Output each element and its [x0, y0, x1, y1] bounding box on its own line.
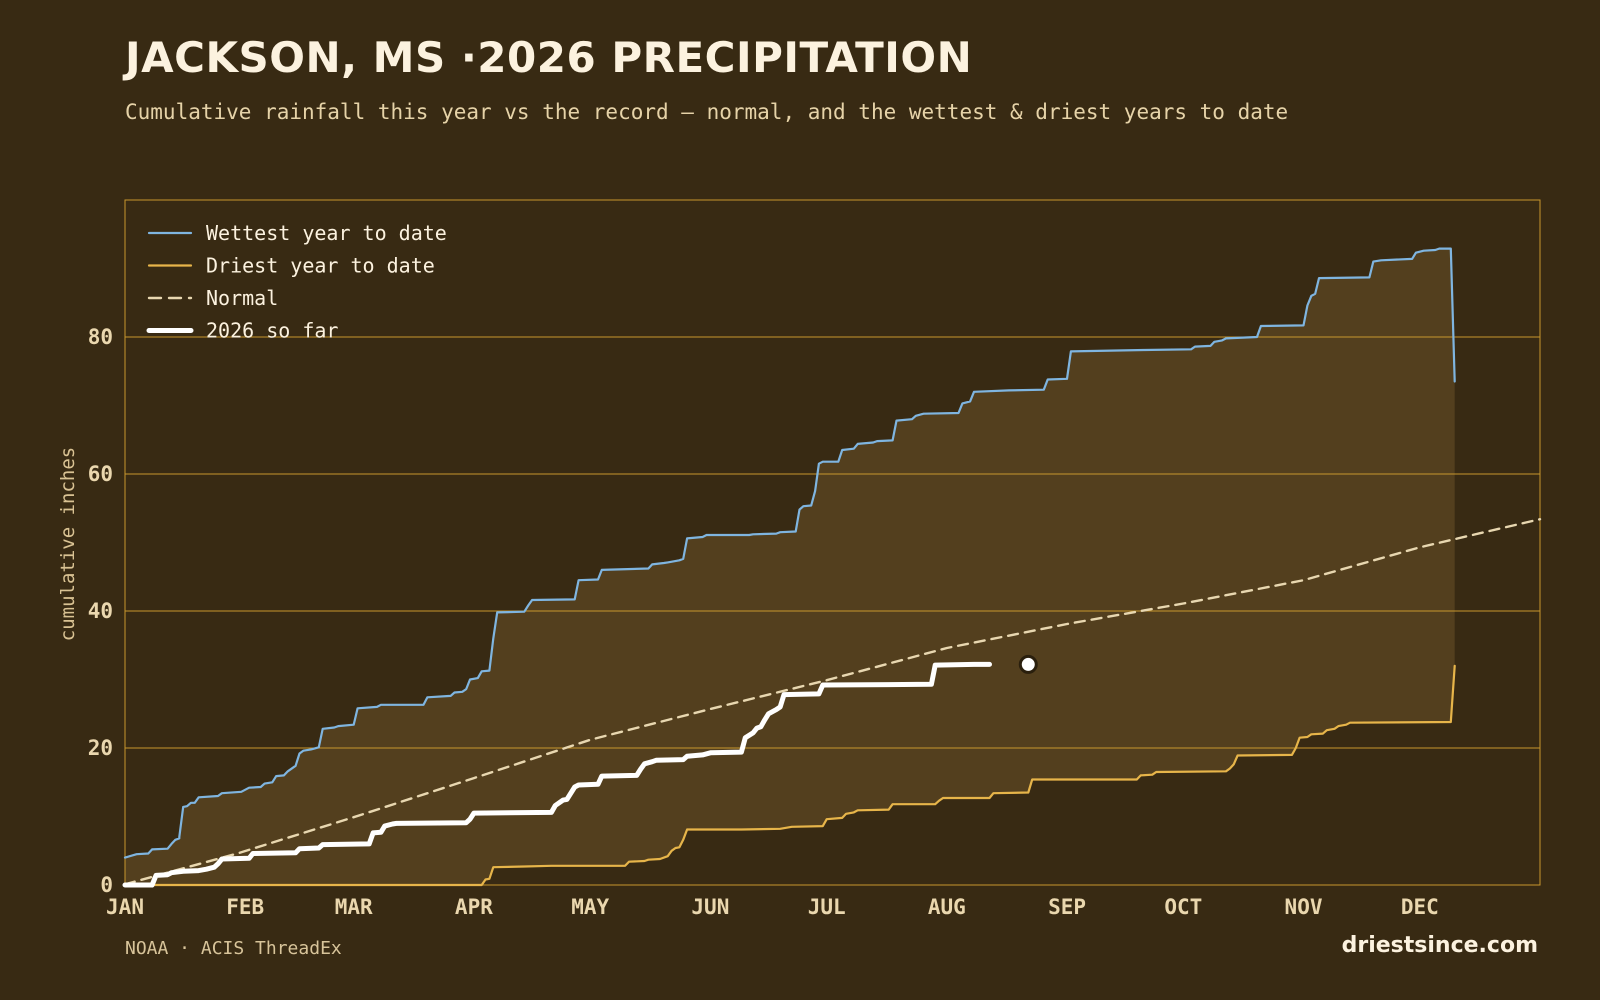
x-tick-label: JUN	[691, 895, 729, 919]
series-layer	[122, 247, 1542, 888]
band-layer	[125, 248, 1455, 886]
y-tick-label: 40	[88, 599, 113, 623]
series-line-2026-so-far	[122, 661, 992, 888]
legend-label: 2026 so far	[206, 319, 338, 343]
y-tick-label: 60	[88, 462, 113, 486]
x-tick-label: JAN	[106, 895, 144, 919]
y-tick-label: 80	[88, 325, 113, 349]
page-subtitle: Cumulative rainfall this year vs the rec…	[125, 100, 1289, 124]
series-line-normal	[123, 518, 1542, 886]
x-tick-label: MAY	[571, 895, 609, 919]
current-value-marker[interactable]	[1018, 654, 1038, 674]
legend: Wettest year to date Driest year to date N…	[146, 221, 447, 343]
brand-link[interactable]: driestsince.com	[1341, 933, 1538, 958]
source-note: NOAA · ACIS ThreadEx	[125, 938, 342, 959]
x-tick-label: MAR	[335, 895, 373, 919]
range-band	[125, 248, 1455, 886]
plot-frame	[124, 199, 1541, 886]
x-tick-label: AUG	[928, 895, 966, 919]
x-tick-label: OCT	[1164, 895, 1202, 919]
page-title: JACKSON, MS ·2026 PRECIPITATION	[125, 33, 973, 82]
x-tick-label: FEB	[226, 895, 264, 919]
x-tick-label: DEC	[1401, 895, 1439, 919]
grid-layer	[124, 199, 1541, 886]
y-axis-label: cumulative inches	[57, 447, 79, 641]
x-tick-label: APR	[455, 895, 493, 919]
axis-layer: 0 20 40 60 80 JAN FEB MAR APR MAY JUN JUL AUG SEP OCT N…	[88, 325, 1439, 919]
legend-label: Driest year to date	[206, 254, 435, 278]
x-tick-label: JUL	[808, 895, 846, 919]
legend-label: Normal	[206, 286, 278, 310]
x-tick-label: NOV	[1285, 895, 1323, 919]
x-tick-label: SEP	[1048, 895, 1086, 919]
series-line-driest-year-to-date	[123, 664, 1456, 887]
y-tick-label: 20	[88, 736, 113, 760]
y-tick-label: 0	[100, 873, 113, 897]
series-line-wettest-year-to-date	[123, 247, 1456, 859]
legend-label: Wettest year to date	[206, 221, 447, 245]
